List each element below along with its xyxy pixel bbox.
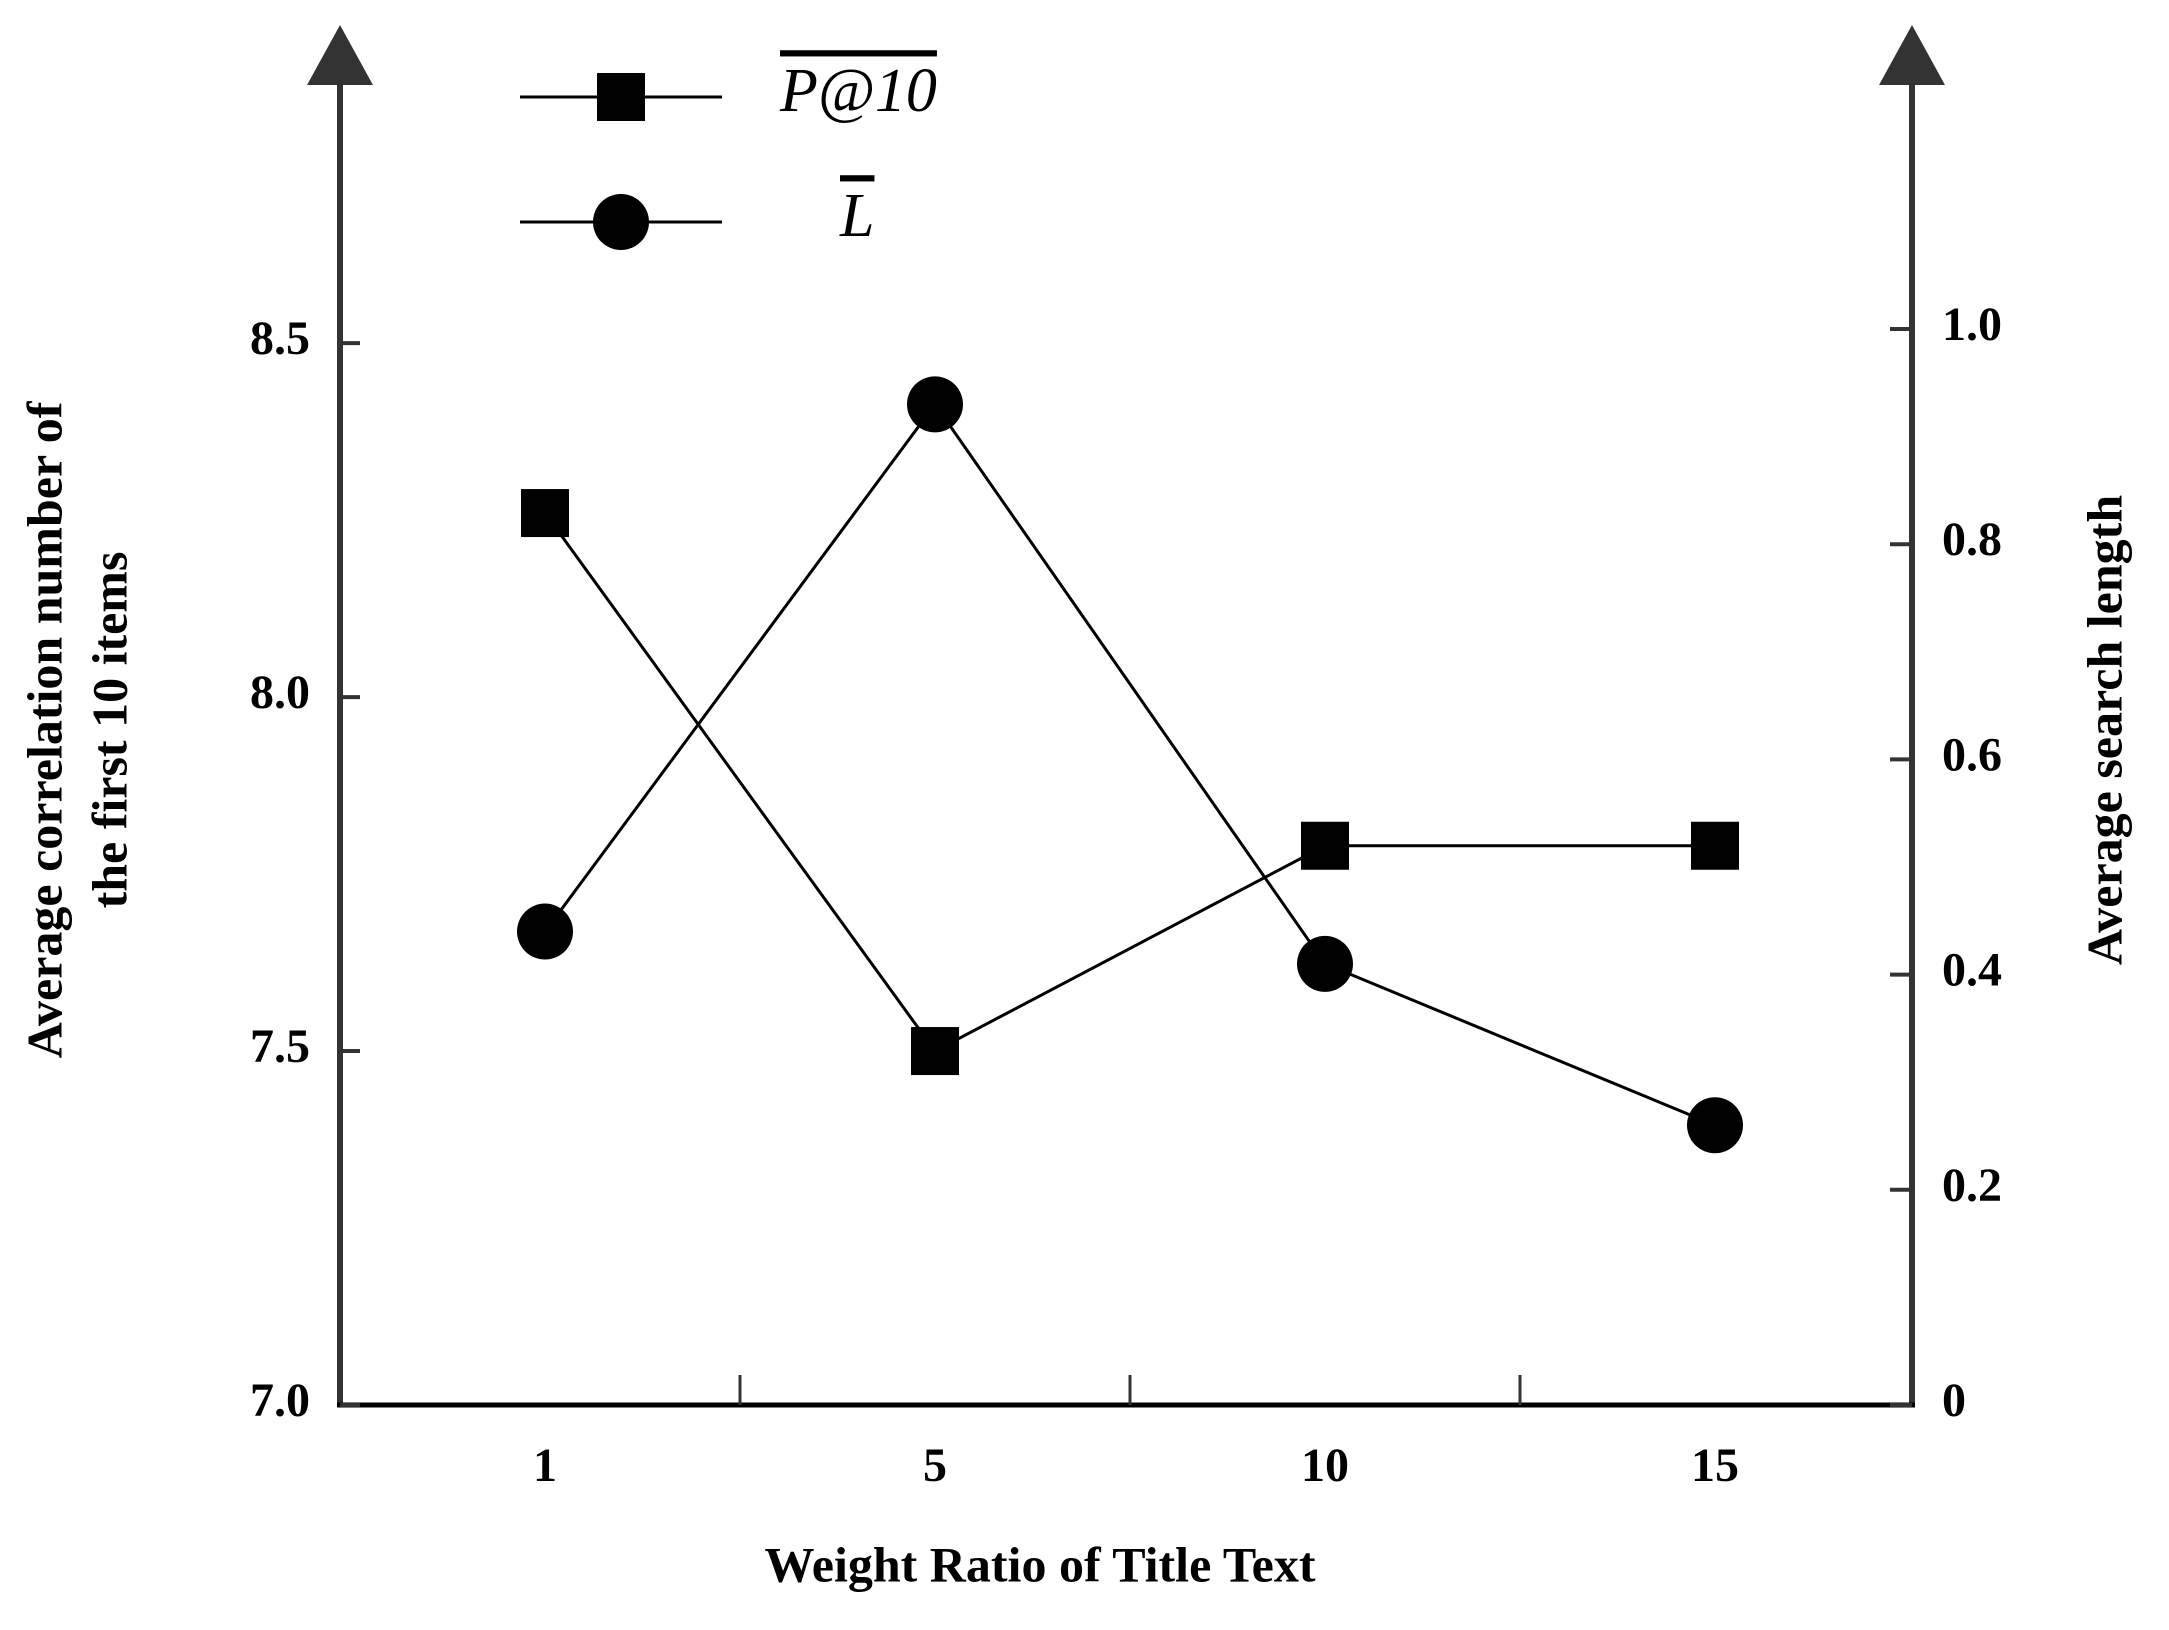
y-axis-label: the first 10 items	[81, 552, 137, 909]
data-point	[517, 903, 573, 960]
x-tick-label: 5	[923, 1439, 947, 1492]
series-line	[543, 401, 1716, 1127]
data-point	[521, 489, 569, 538]
y2-axis-arrow	[1879, 25, 1945, 85]
data-point	[1691, 821, 1739, 870]
x-axis-label: Weight Ratio of Title Text	[765, 1536, 1316, 1592]
legend-marker	[593, 194, 649, 250]
y-axis-arrow	[307, 25, 373, 85]
y-axis-label: Average correlation number of	[16, 400, 72, 1058]
y2-tick-label: 0.8	[1942, 513, 2002, 566]
data-point	[907, 376, 963, 433]
legend-marker	[597, 73, 645, 121]
y-tick-label: 8.5	[250, 312, 310, 365]
x-tick-label: 1	[533, 1439, 557, 1492]
y-tick-label: 7.5	[250, 1020, 310, 1073]
data-point	[1297, 935, 1353, 992]
data-point	[1687, 1097, 1743, 1154]
y2-tick-label: 0.6	[1942, 728, 2002, 781]
legend-label: L	[839, 182, 874, 250]
y2-tick-label: 0.4	[1942, 944, 2002, 997]
y2-tick-label: 0	[1942, 1374, 1966, 1427]
y-tick-label: 7.0	[250, 1374, 310, 1427]
x-tick-label: 15	[1691, 1439, 1739, 1492]
x-tick-label: 10	[1301, 1439, 1349, 1492]
series-line	[543, 512, 1715, 1053]
data-point	[1301, 821, 1349, 870]
y2-tick-label: 0.2	[1942, 1159, 2002, 1212]
y-tick-label: 8.0	[250, 666, 310, 719]
y2-tick-label: 1.0	[1942, 298, 2002, 351]
y2-axis-label: Average search length	[2076, 495, 2132, 965]
legend-label: P@10	[779, 57, 937, 125]
data-point	[911, 1027, 959, 1076]
